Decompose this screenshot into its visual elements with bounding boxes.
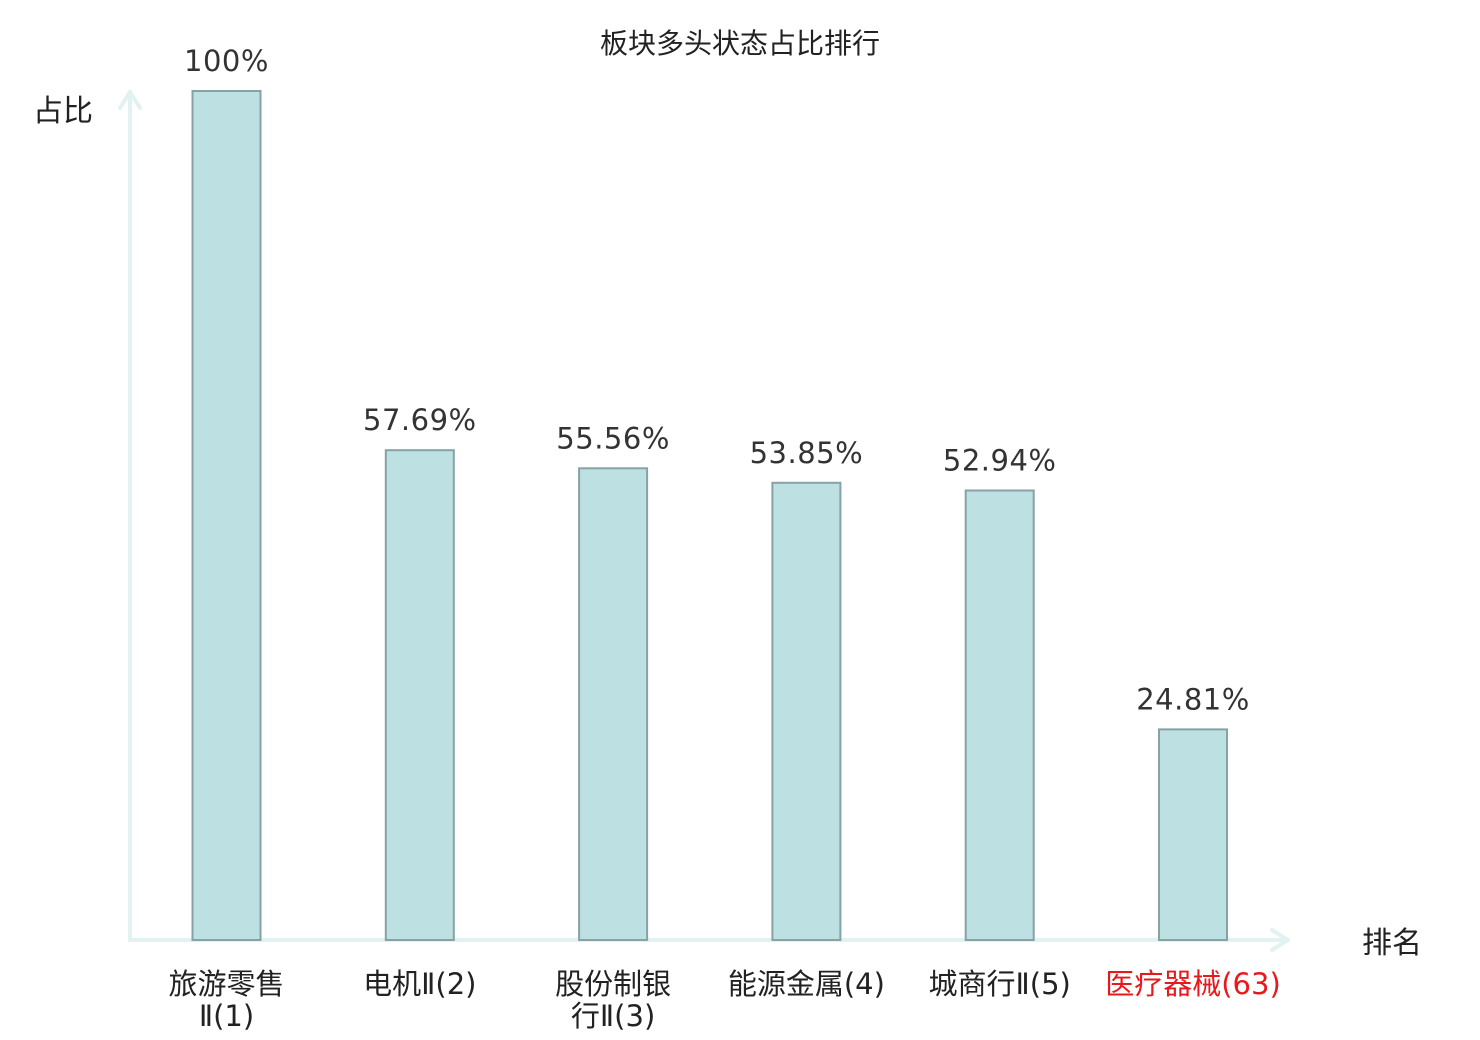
bar	[384, 449, 455, 941]
bar-value-label: 100%	[184, 44, 269, 78]
bar-value-label: 53.85%	[750, 436, 864, 470]
x-tick-label: 股份制银	[555, 967, 671, 1001]
y-axis-arrow	[118, 90, 142, 110]
x-tick-label: 医疗器械(63)	[1105, 967, 1281, 1001]
bars-group	[191, 90, 1228, 942]
x-axis-arrow	[1270, 928, 1290, 952]
x-tick-label: Ⅱ(1)	[199, 999, 254, 1033]
y-axis	[118, 90, 142, 942]
bar	[191, 90, 262, 941]
bar	[771, 481, 842, 941]
x-tick-label: 城商行Ⅱ(5)	[929, 967, 1071, 1001]
x-tick-label: 能源金属(4)	[728, 967, 885, 1001]
bar-value-label: 52.94%	[943, 444, 1057, 478]
bar	[578, 467, 649, 941]
bar	[1158, 728, 1228, 942]
bar-value-label: 55.56%	[556, 421, 670, 455]
value-labels-group: 100% 57.69% 55.56% 53.85% 52.94% 24.81%	[184, 44, 1250, 716]
y-axis-label: 占比	[33, 94, 93, 129]
chart-title: 板块多头状态占比排行	[600, 27, 880, 60]
x-tick-label: 电机Ⅱ(2)	[363, 967, 476, 1001]
bar-value-label: 24.81%	[1136, 682, 1250, 716]
x-axis-label: 排名	[1362, 926, 1422, 961]
x-tick-label: 旅游零售	[168, 967, 284, 1001]
x-tick-label: 行Ⅱ(3)	[571, 999, 655, 1033]
bar-value-label: 57.69%	[363, 403, 477, 437]
bar	[964, 489, 1035, 941]
x-axis	[128, 928, 1290, 952]
